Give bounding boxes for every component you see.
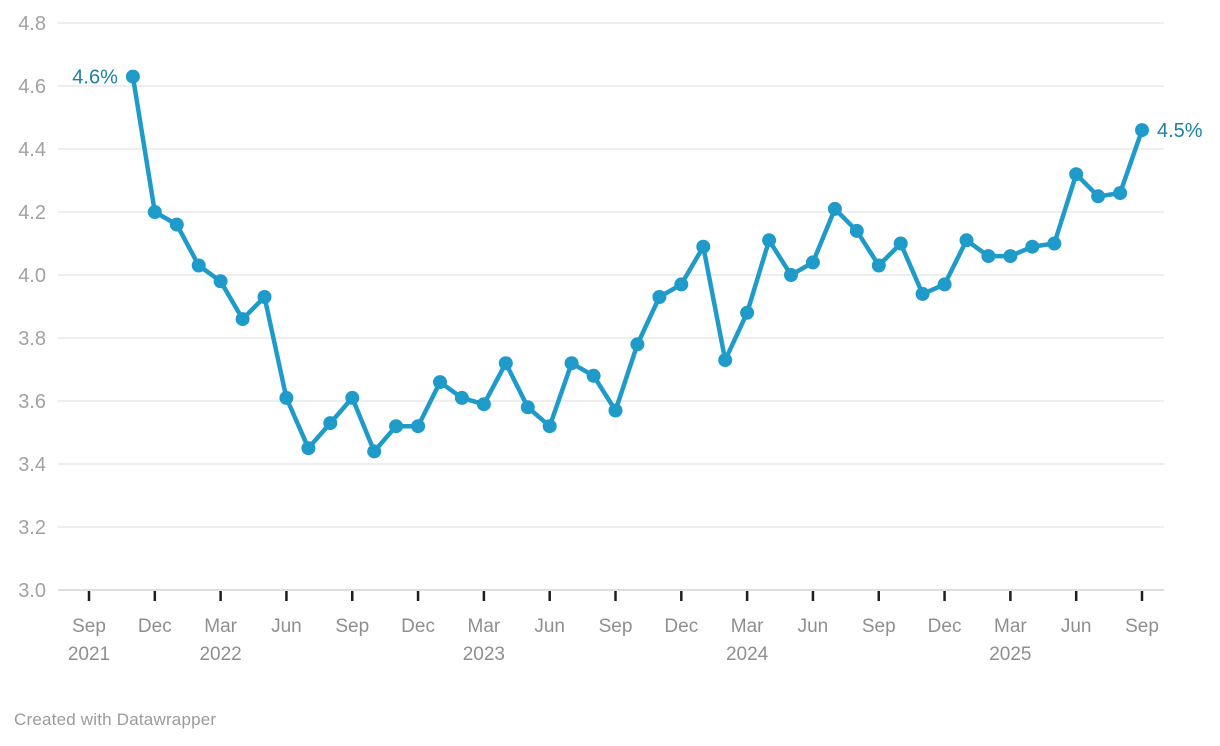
- data-point[interactable]: [367, 444, 382, 459]
- data-point[interactable]: [608, 403, 623, 418]
- data-point[interactable]: [674, 277, 689, 292]
- data-point[interactable]: [652, 290, 667, 304]
- data-point[interactable]: [279, 390, 294, 405]
- x-year-label: 2024: [726, 644, 769, 665]
- data-point[interactable]: [981, 249, 996, 264]
- data-point[interactable]: [718, 353, 733, 368]
- data-point[interactable]: [937, 277, 952, 292]
- data-point[interactable]: [893, 236, 908, 251]
- x-tick-label: Dec: [401, 616, 435, 637]
- y-tick-label: 3.2: [18, 517, 46, 539]
- x-tick-label: Jun: [534, 616, 565, 637]
- data-points-group: [125, 69, 1149, 459]
- x-tick-label: Sep: [862, 616, 896, 637]
- x-tick-label: Dec: [138, 616, 172, 637]
- x-axis-ticks-group: Sep 2021 Dec Mar 2022 Jun Sep Dec Mar 2023 Jun Sep D…: [68, 591, 1159, 665]
- data-point[interactable]: [696, 239, 711, 254]
- data-point[interactable]: [520, 400, 535, 415]
- data-point[interactable]: [586, 368, 601, 383]
- x-year-label: 2022: [199, 644, 241, 665]
- y-tick-label: 4.2: [18, 202, 46, 224]
- data-point[interactable]: [630, 337, 645, 352]
- data-point[interactable]: [1003, 249, 1018, 264]
- data-point[interactable]: [915, 286, 930, 301]
- y-tick-label: 4.6: [18, 76, 46, 98]
- data-point[interactable]: [323, 416, 338, 431]
- data-point[interactable]: [564, 356, 579, 371]
- datawrapper-credit: Created with Datawrapper: [14, 710, 217, 729]
- data-point[interactable]: [213, 274, 228, 289]
- data-point[interactable]: [433, 375, 447, 390]
- data-point[interactable]: [959, 233, 974, 248]
- data-point[interactable]: [762, 233, 777, 248]
- x-year-label: 2021: [68, 644, 110, 665]
- data-point[interactable]: [411, 419, 426, 434]
- x-tick-label: Mar: [468, 616, 501, 637]
- data-point[interactable]: [125, 69, 140, 84]
- y-tick-label: 4.4: [18, 139, 46, 161]
- gridlines-group: [58, 22, 1164, 591]
- data-point[interactable]: [235, 312, 250, 327]
- data-point[interactable]: [257, 290, 272, 304]
- data-point[interactable]: [1135, 123, 1149, 138]
- y-axis-labels-group: 4.8 4.6 4.4 4.2 4.0 3.8 3.6 3.4 3.2 3.0: [18, 13, 46, 602]
- x-tick-label: Jun: [1061, 616, 1092, 637]
- data-point[interactable]: [147, 205, 162, 219]
- data-point[interactable]: [784, 268, 798, 282]
- data-point[interactable]: [1091, 189, 1106, 204]
- y-tick-label: 3.6: [18, 391, 46, 413]
- x-tick-label: Mar: [994, 616, 1027, 637]
- x-tick-label: Jun: [271, 616, 302, 637]
- data-point[interactable]: [389, 419, 404, 434]
- data-point[interactable]: [1047, 236, 1062, 251]
- data-point[interactable]: [849, 223, 864, 238]
- data-point[interactable]: [169, 217, 184, 232]
- x-tick-label: Sep: [1125, 616, 1159, 637]
- data-point[interactable]: [345, 390, 360, 405]
- x-tick-label: Dec: [664, 616, 698, 637]
- x-tick-label: Mar: [204, 616, 237, 637]
- x-tick-label: Sep: [335, 616, 369, 637]
- data-point[interactable]: [498, 356, 513, 371]
- y-tick-label: 3.8: [18, 328, 46, 350]
- data-point[interactable]: [191, 258, 206, 273]
- data-point[interactable]: [454, 390, 469, 405]
- x-year-label: 2023: [463, 644, 505, 665]
- data-point[interactable]: [476, 397, 491, 412]
- y-tick-label: 3.4: [18, 454, 46, 476]
- x-tick-label: Jun: [798, 616, 829, 637]
- x-tick-label: Sep: [72, 616, 106, 637]
- data-point[interactable]: [871, 258, 886, 273]
- data-point[interactable]: [805, 255, 820, 270]
- first-point-value-label: 4.6%: [72, 67, 118, 89]
- data-point[interactable]: [301, 441, 316, 456]
- data-point[interactable]: [1113, 186, 1128, 201]
- data-point[interactable]: [1025, 239, 1040, 254]
- last-point-value-label: 4.5%: [1157, 120, 1203, 142]
- x-year-label: 2025: [989, 644, 1031, 665]
- y-tick-label: 4.8: [18, 13, 46, 35]
- data-point[interactable]: [1069, 167, 1084, 182]
- data-point[interactable]: [740, 305, 755, 320]
- y-tick-label: 4.0: [18, 265, 46, 287]
- x-tick-label: Sep: [599, 616, 633, 637]
- x-tick-label: Mar: [731, 616, 764, 637]
- x-tick-label: Dec: [928, 616, 962, 637]
- data-point[interactable]: [827, 201, 842, 216]
- y-tick-label: 3.0: [18, 580, 46, 602]
- data-point[interactable]: [542, 419, 557, 434]
